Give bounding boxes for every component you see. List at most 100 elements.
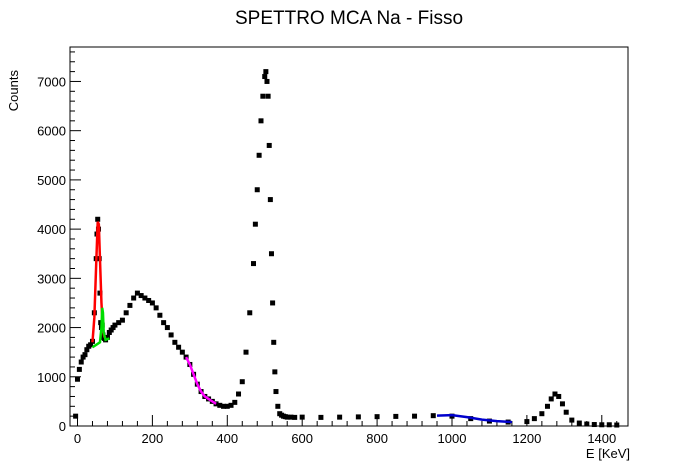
data-point [548,396,554,402]
y-axis: 0 1000 2000 3000 4000 5000 6000 7000 [37,51,81,434]
y-tick-label: 5000 [37,173,66,188]
data-point [74,376,80,382]
data-point [82,352,88,358]
data-point [273,389,279,395]
data-point [559,401,565,407]
data-point [265,93,271,99]
data-point [318,414,324,420]
data-point [299,414,305,420]
data-point [569,417,575,423]
y-tick-label: 4000 [37,222,66,237]
data-point [524,419,530,425]
data-point [221,403,227,409]
data-point [337,414,343,420]
x-tick-label: 1000 [438,431,467,446]
y-tick-label: 1000 [37,370,66,385]
data-point [224,403,230,409]
data-point [531,416,537,422]
x-tick-label: 1200 [512,431,541,446]
data-point [270,300,276,306]
data-point [614,422,620,428]
data-point [134,290,140,296]
data-point [264,78,270,84]
data-point [243,349,249,355]
y-tick-label: 2000 [37,321,66,336]
data-point [266,142,272,148]
x-axis-label: E [KeV] [586,446,630,461]
data-point [164,325,170,331]
data-point [217,402,223,408]
data-point [172,339,178,345]
x-axis: 0 200 400 600 800 1000 1200 1400 [74,415,618,446]
data-point [168,332,174,338]
data-point [430,413,436,419]
data-point [73,413,79,419]
data-point [138,293,144,299]
x-tick-label: 0 [74,431,81,446]
data-point [275,403,281,409]
data-point [262,74,268,80]
data-point [127,302,133,308]
data-point [123,310,129,316]
y-axis-label: Counts [6,70,21,112]
data-point [228,402,234,408]
y-tick-label: 0 [59,419,66,434]
y-tick-label: 3000 [37,271,66,286]
data-point [552,391,558,397]
data-point [179,349,185,355]
data-point [576,420,582,426]
x-tick-label: 600 [291,431,313,446]
data-point [271,339,277,345]
data-point [539,411,545,417]
data-point [393,413,399,419]
x-tick-label: 800 [366,431,388,446]
data-point [104,334,110,340]
data-point [247,310,253,316]
data-point [95,216,101,222]
plot-frame [69,46,629,427]
data-point [260,93,266,99]
data-point [112,322,118,328]
data-point [251,261,257,267]
data-point [606,422,612,428]
data-point [161,320,167,326]
data-point [232,399,238,405]
data-point [78,359,84,365]
data-point [267,197,273,203]
data-point [88,342,94,348]
data-point [272,369,278,375]
data-point [591,422,597,428]
data-point [239,379,245,385]
data-point [119,317,125,323]
data-point [544,403,550,409]
data-point [556,393,562,399]
x-tick-label: 1400 [587,431,616,446]
data-point [256,152,262,158]
x-tick-label: 200 [142,431,164,446]
data-point [176,344,182,350]
data-point [258,118,264,124]
data-point [374,414,380,420]
data-point [236,391,242,397]
data-point [142,295,148,301]
data-point [292,414,298,420]
y-tick-label: 6000 [37,124,66,139]
data-point [252,221,258,227]
data-point [254,187,260,193]
data-point [263,69,269,75]
fit-background-line [91,307,110,349]
data-point [284,414,290,420]
plot-area [73,69,620,428]
data-point [157,312,163,318]
data-point [76,366,82,372]
data-point [116,320,122,326]
y-tick-label: 7000 [37,74,66,89]
data-point [288,414,294,420]
chart-title: SPETTRO MCA Na - Fisso [235,8,463,29]
data-point [153,305,159,311]
data-point [355,414,361,420]
data-point [584,421,590,427]
data-point [412,413,418,419]
data-point [149,300,155,306]
